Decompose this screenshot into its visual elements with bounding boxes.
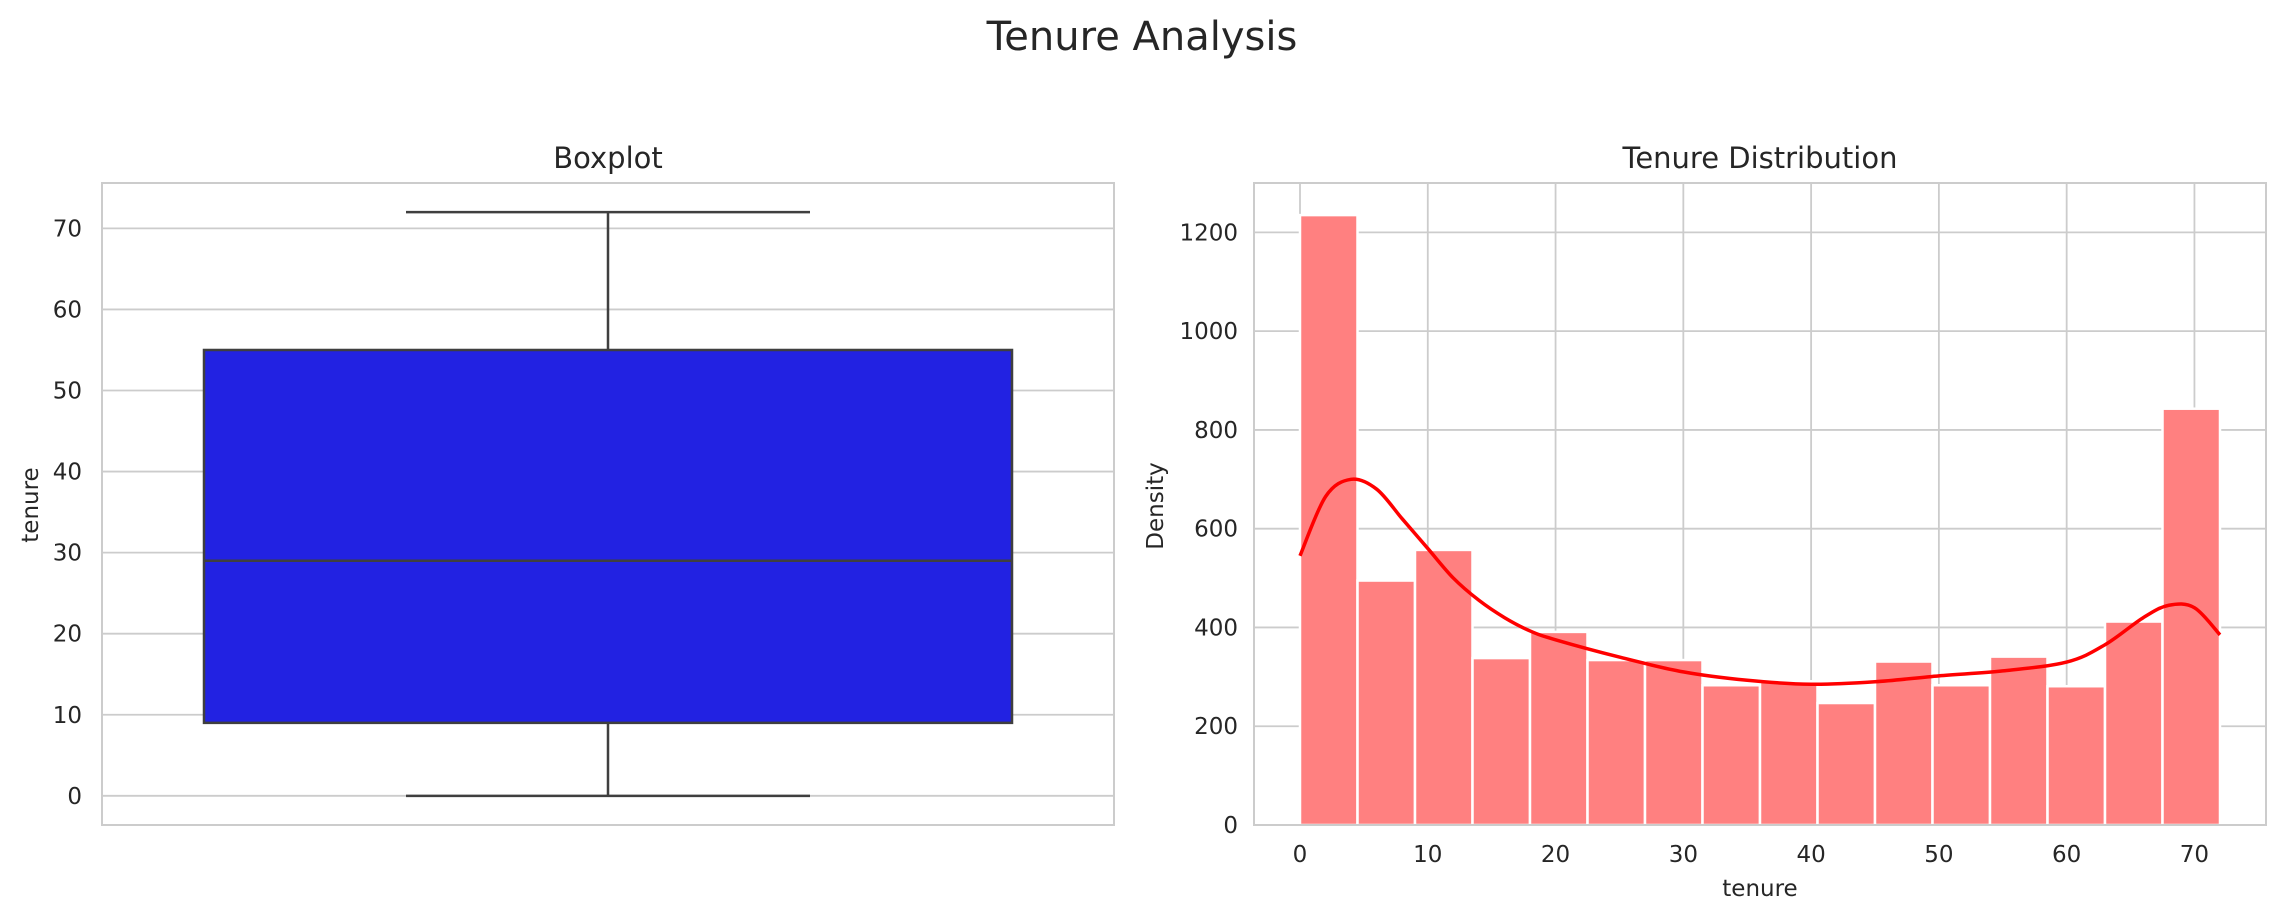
histogram-bar xyxy=(1471,656,1532,827)
histogram-bar xyxy=(1586,658,1647,827)
boxplot-title: Boxplot xyxy=(553,141,663,175)
histogram-x-tick-label: 20 xyxy=(1541,842,1570,868)
histogram-bar xyxy=(1413,548,1474,827)
histogram-bar xyxy=(1816,701,1877,827)
histogram-y-ticks: 0 200 400 600 800 1000 1200 xyxy=(1179,220,1238,839)
histogram-frame xyxy=(1253,182,2267,826)
histogram-bar xyxy=(1528,630,1589,827)
boxplot-y-tick-label: 50 xyxy=(53,379,82,405)
iqr-box xyxy=(202,348,1014,725)
boxplot-y-tick-label: 20 xyxy=(53,622,82,648)
histogram-x-tick-label: 30 xyxy=(1669,842,1698,868)
histogram-x-label: tenure xyxy=(1722,876,1797,902)
histogram-title: Tenure Distribution xyxy=(1622,141,1898,175)
histogram-x-ticks: 0 10 20 30 40 50 60 70 xyxy=(1293,842,2209,868)
histogram-bar xyxy=(1701,683,1762,827)
histogram-x-tick-label: 0 xyxy=(1293,842,1308,868)
boxplot-frame xyxy=(101,182,1115,826)
histogram-y-tick-label: 0 xyxy=(1223,813,1238,839)
boxplot-y-tick-label: 10 xyxy=(53,703,82,729)
figure-title: Tenure Analysis xyxy=(986,14,1298,60)
histogram-x-tick-label: 70 xyxy=(2180,842,2209,868)
histogram-y-label: Density xyxy=(1143,462,1169,549)
histogram-y-tick-label: 600 xyxy=(1194,517,1238,543)
histogram-bar xyxy=(2161,407,2222,827)
histogram-bar xyxy=(1643,658,1704,827)
boxplot-y-tick-label: 60 xyxy=(53,297,82,323)
boxplot-y-tick-label: 70 xyxy=(53,216,82,242)
histogram-bar xyxy=(1298,213,1359,827)
histogram-y-tick-label: 1200 xyxy=(1179,220,1238,246)
histogram-y-tick-label: 200 xyxy=(1194,714,1238,740)
histogram-y-tick-label: 1000 xyxy=(1179,319,1238,345)
histogram-bar xyxy=(2103,620,2164,827)
histogram-bar xyxy=(1758,680,1819,827)
histogram-bar xyxy=(1873,660,1934,827)
histogram-bars xyxy=(1298,213,2222,827)
histogram-y-tick-label: 400 xyxy=(1194,615,1238,641)
boxplot-y-ticks: 0 10 20 30 40 50 60 70 xyxy=(53,216,82,809)
histogram-x-tick-label: 10 xyxy=(1413,842,1442,868)
histogram-x-tick-label: 40 xyxy=(1796,842,1825,868)
histogram-x-tick-label: 50 xyxy=(1924,842,1953,868)
kde-curve xyxy=(1298,477,2222,687)
boxplot-y-tick-label: 30 xyxy=(53,541,82,567)
histogram-bar xyxy=(1356,579,1417,827)
boxplot-y-tick-label: 40 xyxy=(53,460,82,486)
histogram-axes: Tenure Distribution 0 10 20 30 40 50 60 70 0 200… xyxy=(1143,141,2267,902)
boxplot-axes: Boxplot 0 10 20 30 40 50 60 70 tenure xyxy=(18,141,1115,826)
boxplot-y-label: tenure xyxy=(18,467,44,542)
histogram-bar xyxy=(2046,684,2107,827)
boxplot-body xyxy=(202,210,1014,798)
histogram-y-tick-label: 800 xyxy=(1194,418,1238,444)
histogram-x-tick-label: 60 xyxy=(2052,842,2081,868)
histogram-bar xyxy=(1931,683,1992,827)
histogram-bar xyxy=(1988,655,2049,827)
boxplot-y-tick-label: 0 xyxy=(67,784,82,810)
